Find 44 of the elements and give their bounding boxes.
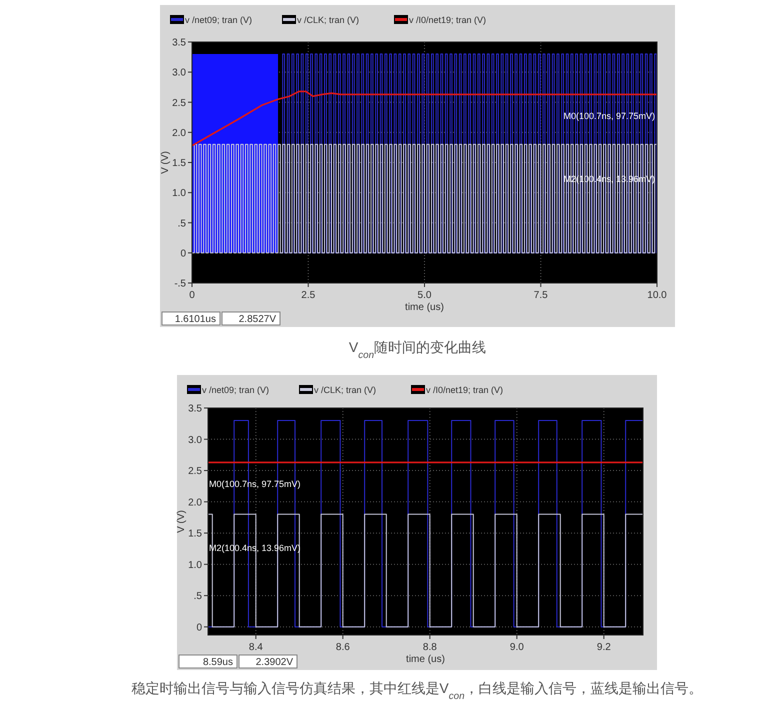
y-tick-label: -.5 (174, 278, 186, 290)
x-tick-label: 7.5 (534, 290, 548, 301)
y-tick-label: 1.0 (172, 188, 186, 200)
x-tick-label: 9.2 (596, 642, 612, 653)
x-tick-label: 8.4 (248, 642, 264, 653)
y-tick-label: 0 (196, 622, 202, 634)
y-tick-label: 2.5 (188, 466, 202, 478)
legend-label: v /net09; tran (V) (185, 15, 252, 25)
x-tick-label: 8.8 (422, 642, 438, 653)
y-tick-label: 1.5 (172, 158, 186, 169)
y-axis-title: V (V) (160, 151, 171, 174)
y-tick-label: 2.5 (172, 98, 186, 109)
text: 8.59us (202, 657, 233, 668)
text: 2.8527V (238, 314, 276, 325)
y-tick-label: 3.5 (188, 404, 202, 414)
text: 2.3902V (256, 657, 294, 668)
text: V$_{con}$随时间的变化曲线 (348, 339, 486, 360)
x-tick-label: 2.5 (301, 290, 316, 301)
x-tick-label: 10.0 (647, 290, 668, 301)
x-tick-label: 9.0 (510, 642, 524, 653)
x-axis-title: time (us) (406, 654, 445, 665)
y-tick-label: .5 (178, 218, 186, 230)
legend-label: v /net09; tran (V) (202, 385, 270, 395)
y-axis-title: V (V) (176, 510, 187, 533)
text: 1.6101us (174, 314, 216, 325)
y-tick-label: 2.0 (172, 128, 186, 139)
legend-label: v /I0/net19; tran (V) (409, 15, 486, 25)
y-tick-label: 1.0 (188, 560, 202, 571)
annotation: M2(100.4ns, 13.96mV) (563, 174, 656, 184)
text: 稳定时输出信号与输入信号仿真结果，其中红线是V$_{con}$，白线是输入信号，蓝线是输出信号。 (131, 680, 703, 702)
y-tick-label: 0 (180, 248, 186, 260)
x-tick-label: 8.6 (336, 642, 350, 653)
line-series (192, 90, 657, 146)
y-tick-label: 1.5 (188, 528, 202, 540)
x-axis-title: time (us) (405, 302, 444, 313)
legend-label: v /CLK; tran (V) (297, 15, 360, 25)
legend-label: v /I0/net19; tran (V) (426, 385, 504, 395)
y-tick-label: 2.0 (188, 497, 202, 508)
y-tick-label: 3.0 (188, 434, 202, 446)
y-tick-label: .5 (194, 591, 202, 602)
y-tick-label: 3.0 (172, 68, 186, 79)
x-tick-label: 5.0 (418, 290, 432, 301)
y-tick-label: 3.5 (172, 38, 186, 48)
legend-label: v /CLK; tran (V) (314, 385, 376, 395)
